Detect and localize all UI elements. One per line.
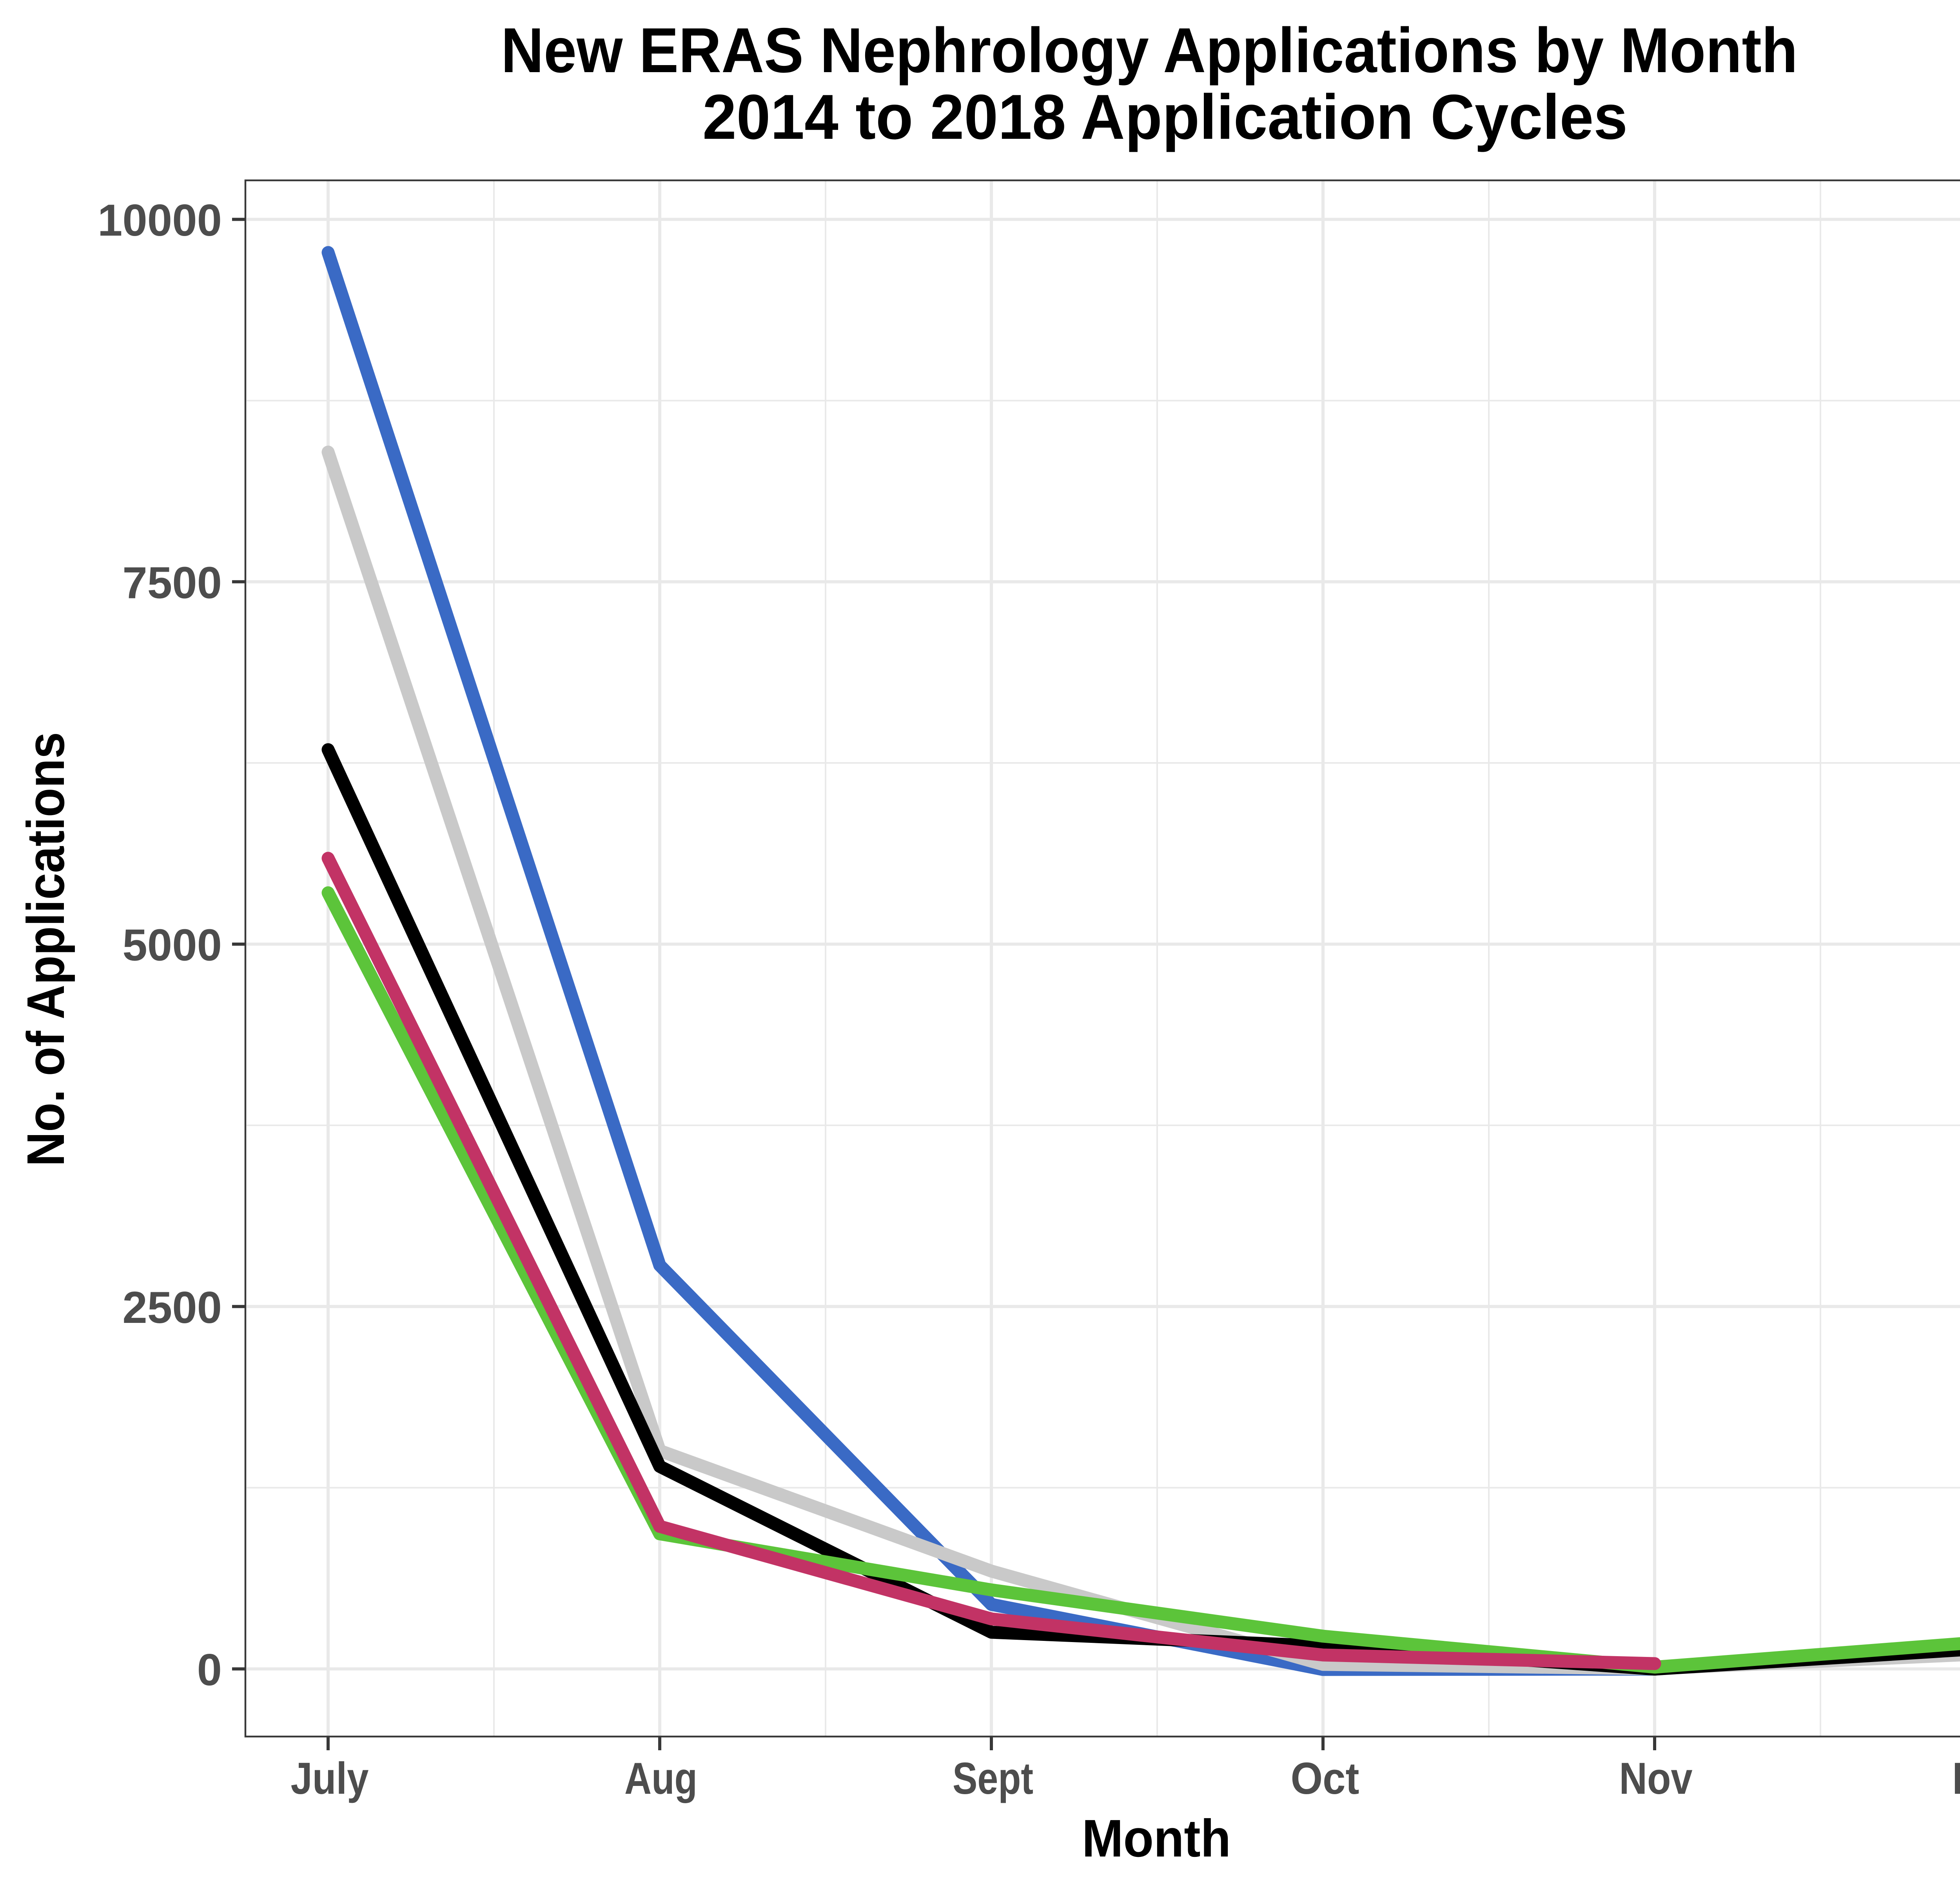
svg-text:0: 0 bbox=[197, 1645, 222, 1695]
svg-text:Sept: Sept bbox=[953, 1754, 1033, 1804]
svg-text:Aug: Aug bbox=[624, 1754, 697, 1804]
svg-text:Dec: Dec bbox=[1953, 1754, 1960, 1804]
svg-text:2500: 2500 bbox=[122, 1283, 222, 1333]
svg-text:10000: 10000 bbox=[98, 196, 222, 245]
svg-text:Nov: Nov bbox=[1619, 1754, 1693, 1804]
svg-text:Oct: Oct bbox=[1291, 1754, 1359, 1804]
svg-text:New ERAS Nephrology Applicatio: New ERAS Nephrology Applications by Mont… bbox=[501, 15, 1798, 86]
svg-text:July: July bbox=[291, 1754, 369, 1804]
svg-text:2014 to 2018 Application Cycle: 2014 to 2018 Application Cycles bbox=[702, 82, 1628, 153]
svg-text:5000: 5000 bbox=[122, 921, 222, 970]
svg-text:No. of Applications: No. of Applications bbox=[16, 732, 75, 1166]
svg-text:Month: Month bbox=[1082, 1809, 1231, 1868]
svg-text:7500: 7500 bbox=[122, 558, 222, 608]
